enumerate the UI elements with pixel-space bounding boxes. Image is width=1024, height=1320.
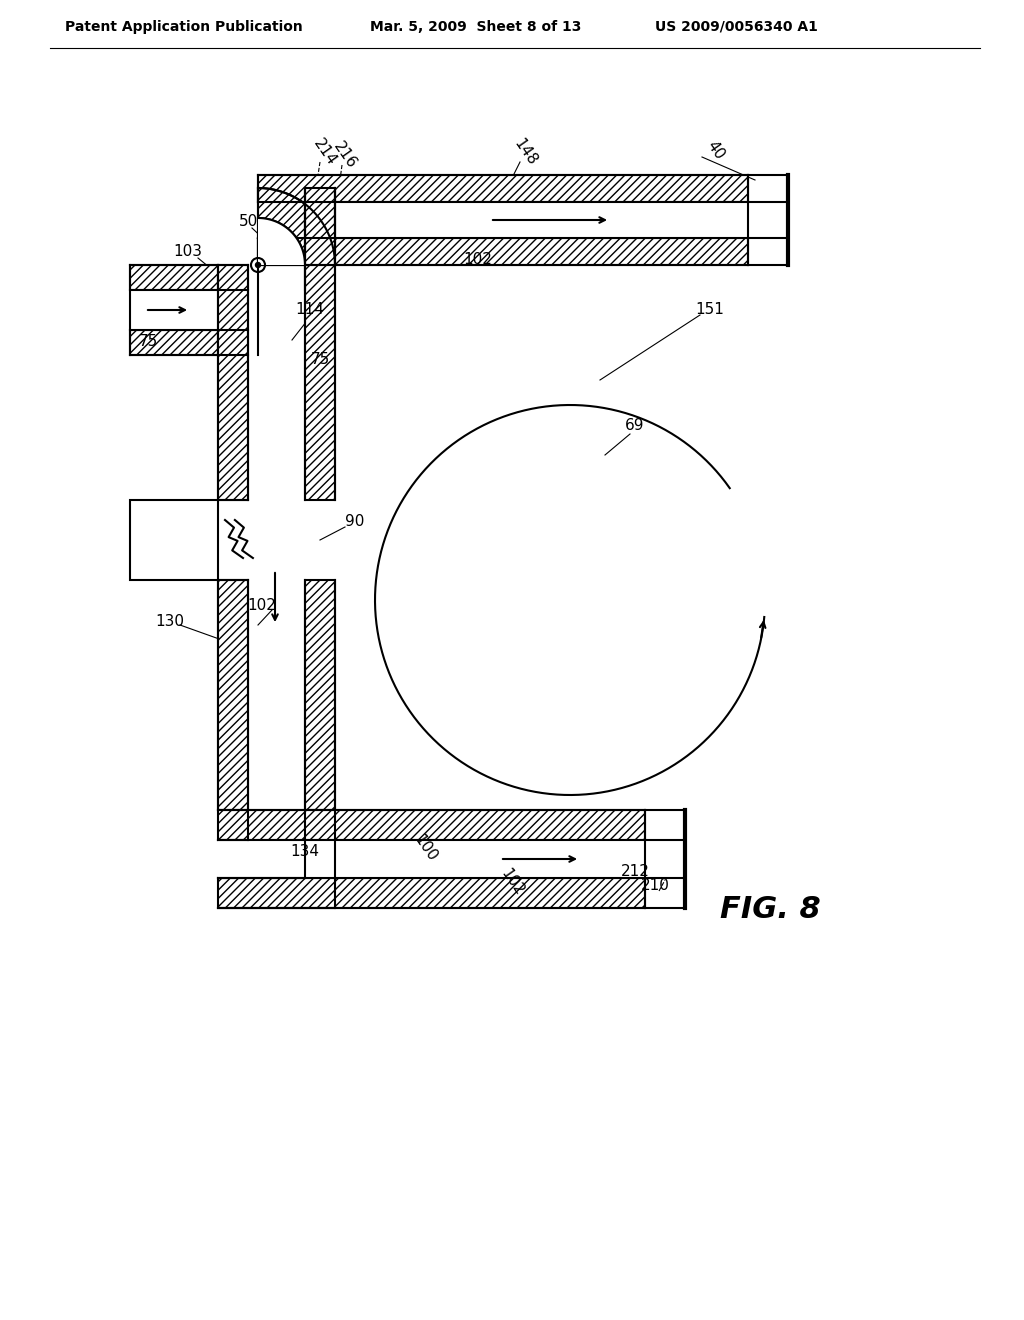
Text: 102: 102 xyxy=(248,598,276,612)
Text: 214: 214 xyxy=(310,136,339,168)
Bar xyxy=(218,878,645,908)
Text: US 2009/0056340 A1: US 2009/0056340 A1 xyxy=(655,20,818,34)
Text: 102: 102 xyxy=(498,866,526,898)
Text: 212: 212 xyxy=(621,865,649,879)
Bar xyxy=(258,238,748,265)
Bar xyxy=(218,810,645,840)
Text: 40: 40 xyxy=(703,137,727,162)
Text: 75: 75 xyxy=(138,334,158,350)
Text: 102: 102 xyxy=(464,252,493,268)
Text: 50: 50 xyxy=(239,214,258,230)
Text: 114: 114 xyxy=(296,302,325,318)
Bar xyxy=(258,176,748,202)
Bar xyxy=(130,500,218,579)
Polygon shape xyxy=(258,218,305,265)
Bar xyxy=(305,187,335,500)
Bar xyxy=(218,579,248,810)
Text: 148: 148 xyxy=(511,136,540,168)
Text: 134: 134 xyxy=(291,845,319,859)
Text: 98: 98 xyxy=(148,550,168,565)
Bar xyxy=(258,202,748,238)
Bar xyxy=(218,265,248,500)
Circle shape xyxy=(256,263,260,268)
Bar xyxy=(130,330,218,355)
Bar xyxy=(130,265,218,290)
Bar xyxy=(305,579,335,810)
Polygon shape xyxy=(258,187,335,265)
Bar xyxy=(218,840,645,878)
Text: 75: 75 xyxy=(310,352,330,367)
Text: 90: 90 xyxy=(345,515,365,529)
Text: 210: 210 xyxy=(641,878,670,892)
Text: 100: 100 xyxy=(411,832,439,865)
Text: Patent Application Publication: Patent Application Publication xyxy=(65,20,303,34)
Bar xyxy=(130,290,218,330)
Text: 151: 151 xyxy=(695,302,724,318)
Text: 130: 130 xyxy=(156,615,184,630)
Text: 216: 216 xyxy=(331,139,359,172)
Text: 103: 103 xyxy=(173,244,203,260)
Text: 69: 69 xyxy=(626,417,645,433)
Bar xyxy=(248,187,305,810)
Text: Mar. 5, 2009  Sheet 8 of 13: Mar. 5, 2009 Sheet 8 of 13 xyxy=(370,20,582,34)
Text: FIG. 8: FIG. 8 xyxy=(720,895,820,924)
